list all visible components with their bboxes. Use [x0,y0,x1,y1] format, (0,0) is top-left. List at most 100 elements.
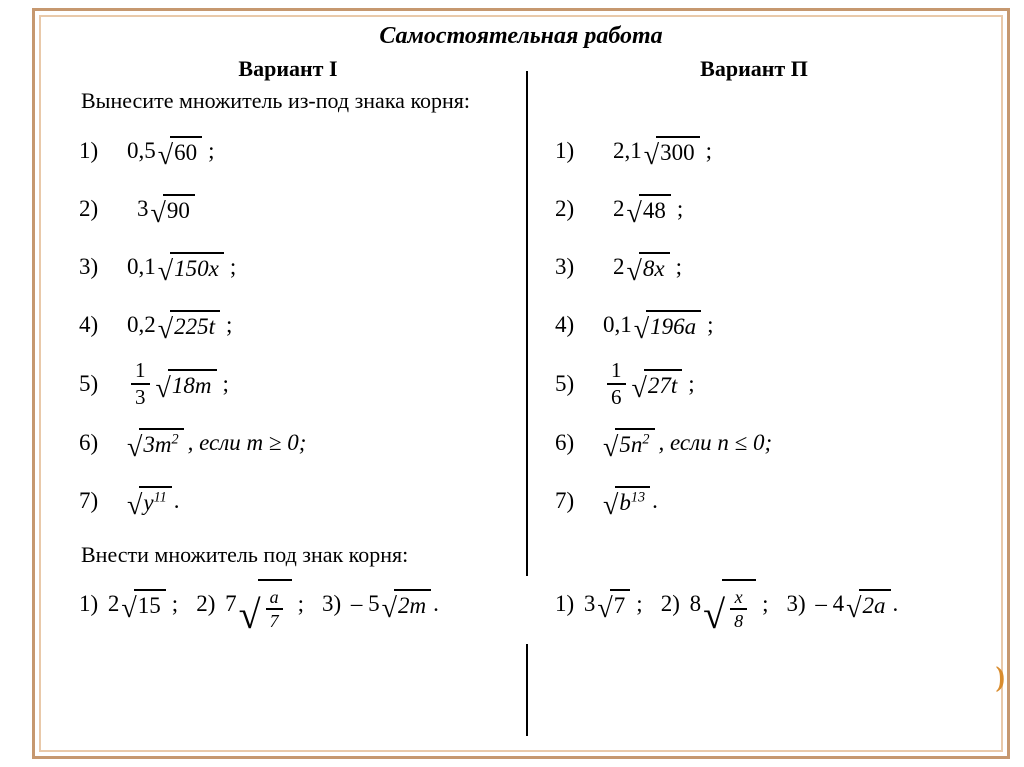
coefficient: – 4 [815,591,844,617]
problem-number: 3) [786,591,805,617]
variant-headers: Вариант I Вариант П [55,56,987,82]
semicolon: ; [172,591,178,617]
radicand: 150x [170,252,224,282]
denominator: 3 [131,383,150,408]
sqrt: √8x [627,252,670,282]
worksheet-frame: Самостоятельная работа Вариант I Вариант… [32,8,1010,759]
left-problem-3: 3) 0,1 √150x ; [55,244,511,290]
fraction: 1 3 [131,360,150,408]
radicand: 60 [170,136,202,166]
right-problem-6: 6) √5n2 , если n ≤ 0; [531,420,987,466]
sqrt: √60 [158,136,202,166]
coefficient: 2 [613,254,625,280]
problem-number: 1) [79,591,98,617]
coefficient: 3 [584,591,596,617]
right-problem-4: 4) 0,1 √196a ; [531,302,987,348]
coefficient: 0,1 [127,254,156,280]
semicolon: ; [226,312,232,338]
coefficient: 0,2 [127,312,156,338]
problem-number: 1) [531,138,603,164]
sqrt: √90 [151,194,195,224]
problem-number: 7) [55,488,127,514]
right-problem-5: 5) 1 6 √27t ; [531,360,987,408]
problem-number: 1) [55,138,127,164]
sqrt: √ a7 [239,579,292,630]
radicand: y11 [139,486,171,516]
right-problem-7: 7) √b13 . [531,478,987,524]
coefficient: 0,5 [127,138,156,164]
bl-item-1: 1) 2 √15 ; [79,589,178,619]
decorative-paren-icon: ) [996,662,1005,694]
coefficient: 2,1 [613,138,642,164]
semicolon: ; [208,138,214,164]
sqrt: √ x8 [703,579,756,630]
radicand: 48 [639,194,671,224]
radicand: x8 [722,579,756,630]
problem-columns: 1) 0,5 √60 ; 2) 3 √90 3) 0,1 √150x ; [55,120,987,536]
coefficient: 3 [137,196,149,222]
instruction-2: Внести множитель под знак корня: [81,542,987,568]
radicand: 5n2 [615,428,654,458]
column-divider-bottom [526,644,528,736]
column-left: 1) 0,5 √60 ; 2) 3 √90 3) 0,1 √150x ; [55,120,511,536]
condition: , если m ≥ 0; [188,430,307,456]
radicand: a7 [258,579,292,630]
problem-number: 4) [531,312,603,338]
semicolon: ; [688,371,694,397]
radicand: 225t [170,310,220,340]
sqrt: √y11 [127,486,172,516]
variant-1-label: Вариант I [55,56,521,82]
br-item-1: 1) 3 √7 ; [555,589,643,619]
radicand: b13 [615,486,650,516]
column-divider [526,71,528,576]
radicand: 3m2 [139,428,183,458]
sqrt: √7 [597,589,630,619]
problem-number: 3) [55,254,127,280]
semicolon: ; [223,371,229,397]
radicand: 2m [394,589,431,619]
period: . [174,488,180,514]
sqrt: √2a [846,589,890,619]
sqrt: √225t [158,310,220,340]
column-left-bottom: 1) 2 √15 ; 2) 7 √ a7 ; 3) – 5 [55,574,511,634]
coefficient: 7 [225,591,237,617]
period: . [893,591,899,617]
br-item-2: 2) 8 √ x8 ; [661,579,769,630]
problem-number: 2) [661,591,680,617]
radicand: 300 [656,136,700,166]
radicand: 196a [646,310,701,340]
coefficient: 2 [108,591,120,617]
radicand: 8x [639,252,670,282]
problem-number: 5) [531,371,603,397]
semicolon: ; [762,591,768,617]
right-problem-1: 1) 2,1 √300 ; [531,128,987,174]
problem-number: 3) [531,254,603,280]
condition: , если n ≤ 0; [659,430,773,456]
bl-item-3: 3) – 5 √2m . [322,589,439,619]
right-problem-3: 3) 2 √8x ; [531,244,987,290]
semicolon: ; [706,138,712,164]
semicolon: ; [707,312,713,338]
left-problem-4: 4) 0,2 √225t ; [55,302,511,348]
sqrt: √27t [632,369,683,399]
sqrt: √b13 [603,486,650,516]
coefficient: 0,1 [603,312,632,338]
left-problem-1: 1) 0,5 √60 ; [55,128,511,174]
problem-number: 2) [196,591,215,617]
semicolon: ; [676,254,682,280]
radicand: 2a [859,589,891,619]
left-problem-7: 7) √y11 . [55,478,511,524]
radicand: 15 [134,589,166,619]
problem-number: 7) [531,488,603,514]
period: . [652,488,658,514]
numerator: 1 [607,360,626,383]
denominator: 6 [607,383,626,408]
left-problem-5: 5) 1 3 √18m ; [55,360,511,408]
problem-number: 1) [555,591,574,617]
radicand: 90 [163,194,195,224]
problem-columns-bottom: 1) 2 √15 ; 2) 7 √ a7 ; 3) – 5 [55,574,987,634]
radicand: 27t [644,369,682,399]
sqrt: √48 [627,194,671,224]
sqrt: √3m2 [127,428,184,458]
sqrt: √150x [158,252,224,282]
